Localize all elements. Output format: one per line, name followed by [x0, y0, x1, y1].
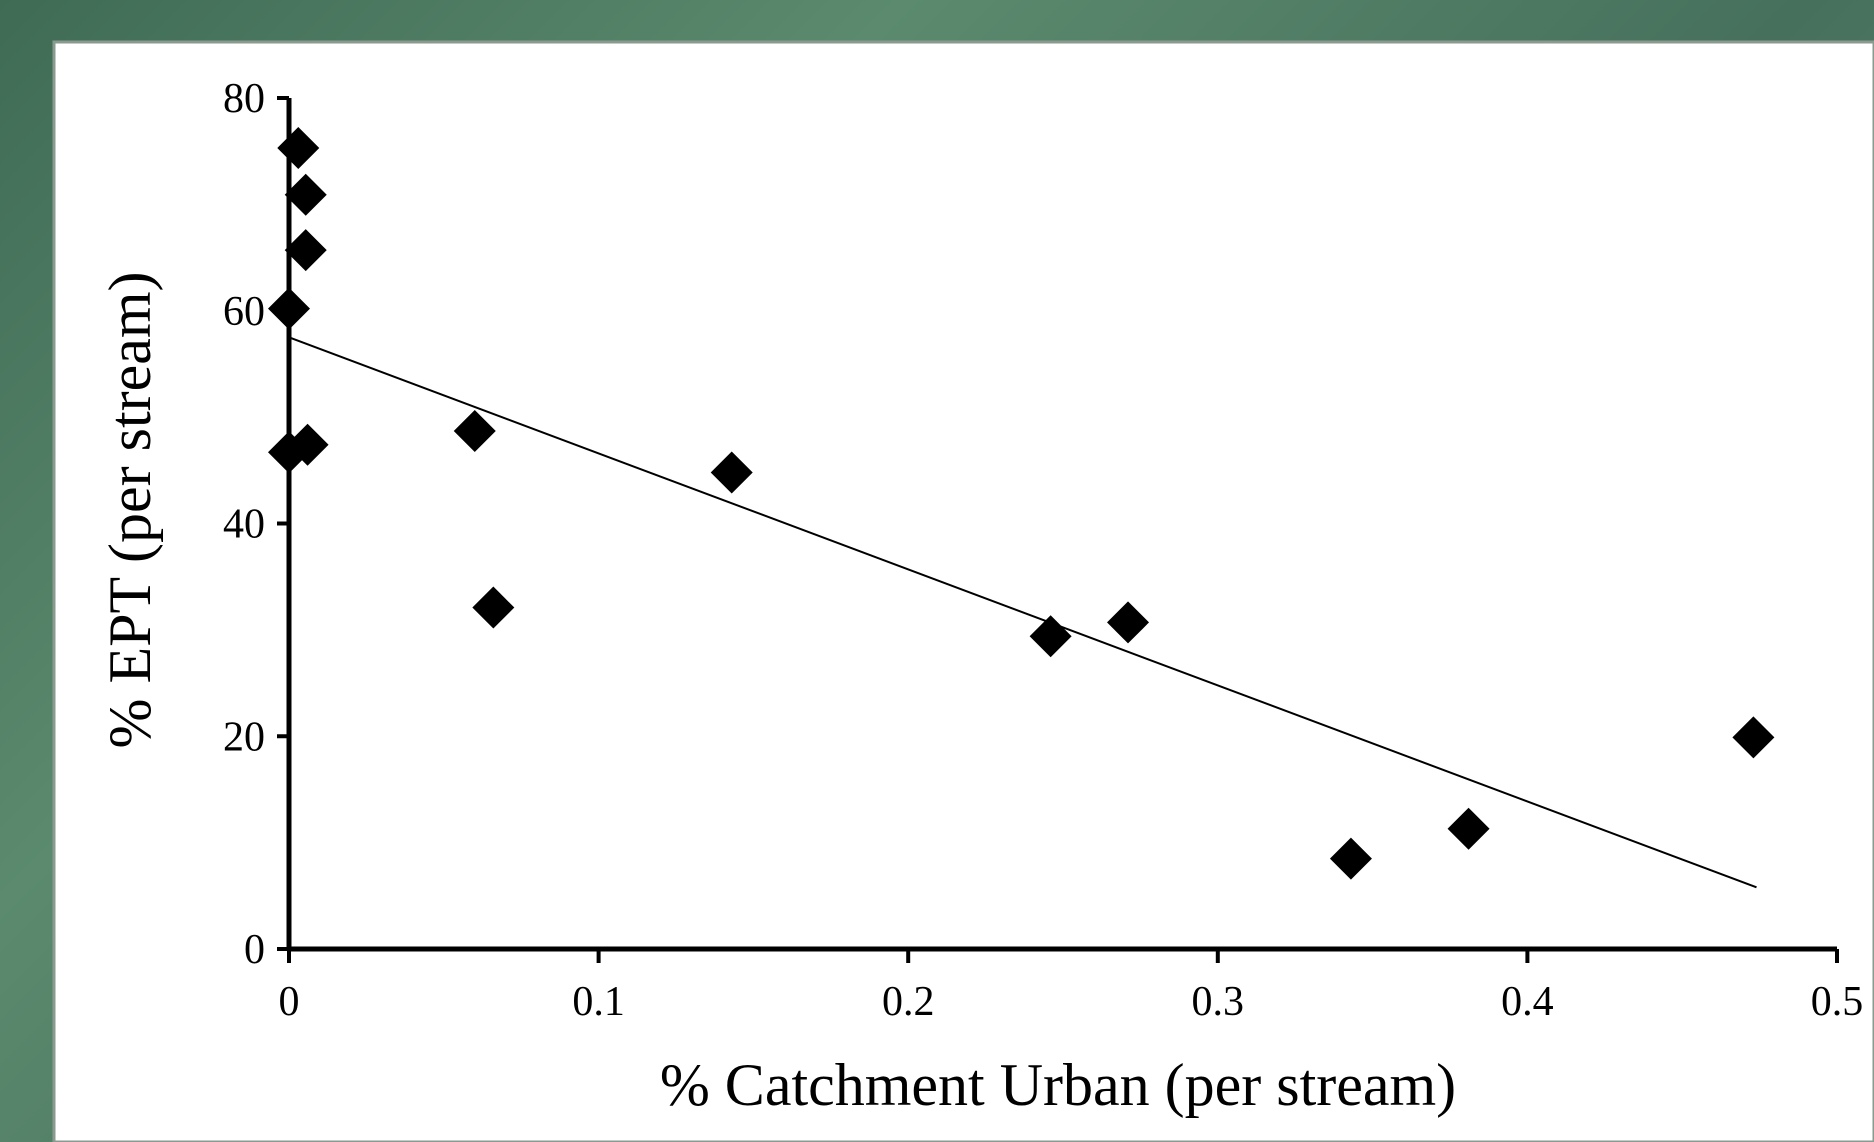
y-tick-label: 80: [223, 76, 265, 122]
page: {"chart_data": {"type": "scatter", "x_la…: [0, 0, 1874, 1142]
x-tick-label: 0.5: [1811, 979, 1864, 1025]
y-tick-label: 0: [244, 927, 265, 973]
y-tick-label: 20: [223, 714, 265, 760]
x-axis-title: % Catchment Urban (per stream): [660, 1052, 1456, 1118]
y-tick-label: 40: [223, 502, 265, 548]
chart: % Catchment Urban (per stream) % EPT (pe…: [0, 0, 1874, 1142]
y-tick-label: 60: [223, 289, 265, 335]
y-axis-title: % EPT (per stream): [97, 271, 163, 748]
plot-panel: [54, 42, 1874, 1142]
x-tick-label: 0.2: [882, 979, 935, 1025]
x-tick-label: 0.4: [1501, 979, 1554, 1025]
x-tick-label: 0: [279, 979, 300, 1025]
x-tick-label: 0.1: [572, 979, 625, 1025]
x-tick-label: 0.3: [1192, 979, 1245, 1025]
